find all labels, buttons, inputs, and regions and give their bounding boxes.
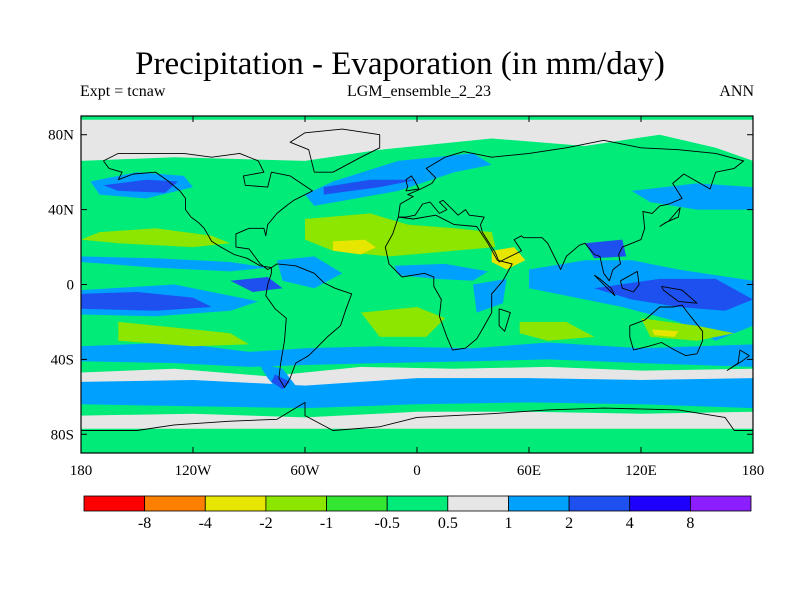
coastline-12: [726, 349, 750, 371]
coastline-4: [629, 304, 704, 357]
colorbar-box-5: [386, 495, 449, 512]
contour-region-8: [631, 183, 753, 210]
coastline-1: [265, 263, 353, 388]
contour-region-17: [103, 179, 179, 193]
contour-region-25: [118, 321, 249, 347]
coastlines: [81, 128, 753, 431]
contour-region-3: [81, 411, 753, 429]
contour-region-16: [81, 292, 212, 311]
colorbar-box-3: [265, 495, 327, 512]
contour-region-13: [473, 278, 507, 313]
y-tick-label-2: 0: [67, 278, 75, 294]
colorbar-box-8: [568, 495, 631, 512]
x-tick-label-4: 60E: [517, 463, 541, 479]
contour-region-29: [333, 239, 376, 255]
coastline-5: [289, 128, 381, 173]
coastline-2: [384, 214, 513, 351]
x-tick-label-2: 60W: [290, 463, 320, 479]
coastline-7: [659, 207, 681, 227]
precip-evap-field: [81, 116, 753, 453]
axis-ticks: 180 120W 60W 0 60E 120E 180 80N 40N 0 40S 80S: [48, 116, 764, 479]
colorbar-label-8: 4: [626, 515, 634, 532]
coastline-10: [661, 285, 698, 304]
coastline-8: [593, 274, 616, 297]
y-tick-label-0: 80N: [48, 128, 74, 144]
contour-region-7: [305, 153, 492, 206]
x-tick-label-3: 0: [413, 463, 421, 479]
colorbar-box-10: [689, 495, 752, 512]
map-title: Precipitation - Evaporation (in mm/day): [135, 46, 665, 82]
contour-region-4: [81, 378, 753, 409]
colorbar-label-3: -1: [320, 515, 333, 532]
contour-region-28: [519, 321, 595, 341]
contour-region-20: [585, 239, 627, 259]
y-tick-label-4: 80S: [51, 427, 74, 443]
colorbar-label-0: -8: [138, 515, 151, 532]
contour-region-19: [594, 278, 753, 311]
colorbar-label-1: -4: [199, 515, 212, 532]
coastline-0: [103, 152, 313, 270]
contour-region-21: [230, 277, 283, 292]
colorbar-box-9: [629, 495, 691, 512]
colorbar-box-4: [326, 495, 388, 512]
contour-region-12: [394, 263, 488, 281]
experiment-label: Expt = tcnaw: [80, 83, 166, 100]
coastline-9: [620, 270, 640, 293]
colorbar-label-9: 8: [686, 515, 694, 532]
contour-region-5: [81, 342, 753, 367]
colorbar-label-7: 2: [565, 515, 573, 532]
contour-region-18: [323, 179, 417, 195]
x-tick-label-5: 120E: [625, 463, 657, 479]
y-tick-label-1: 40N: [48, 203, 74, 219]
coastline-11: [498, 308, 511, 332]
colorbar-label-4: -0.5: [375, 515, 400, 532]
x-tick-label-6: 180: [742, 463, 765, 479]
colorbar-label-5: 0.5: [438, 515, 458, 532]
ensemble-label: LGM_ensemble_2_23: [347, 83, 491, 100]
colorbar-box-7: [508, 495, 570, 512]
contour-region-10: [81, 256, 268, 272]
x-tick-label-1: 120W: [175, 463, 213, 479]
colorbar-box-6: [447, 495, 509, 512]
contour-region-26: [361, 307, 445, 337]
colorbar: -8 -4 -2 -1 -0.5 0.5 1 2 4 8: [83, 495, 752, 532]
contour-region-11: [277, 256, 343, 289]
coastline-13: [81, 401, 753, 431]
colorbar-label-6: 1: [504, 515, 512, 532]
contour-region-23: [81, 228, 231, 248]
colorbar-box-2: [204, 495, 267, 512]
coastline-6: [405, 175, 420, 192]
season-label: ANN: [719, 83, 754, 100]
x-tick-label-0: 180: [70, 463, 93, 479]
y-tick-label-3: 40S: [51, 352, 74, 368]
colorbar-box-1: [144, 495, 206, 512]
contour-region-31: [652, 329, 679, 337]
coastline-3: [397, 139, 745, 282]
contour-region-1: [81, 119, 753, 161]
colorbar-box-0: [83, 495, 146, 512]
colorbar-label-2: -2: [259, 515, 272, 532]
